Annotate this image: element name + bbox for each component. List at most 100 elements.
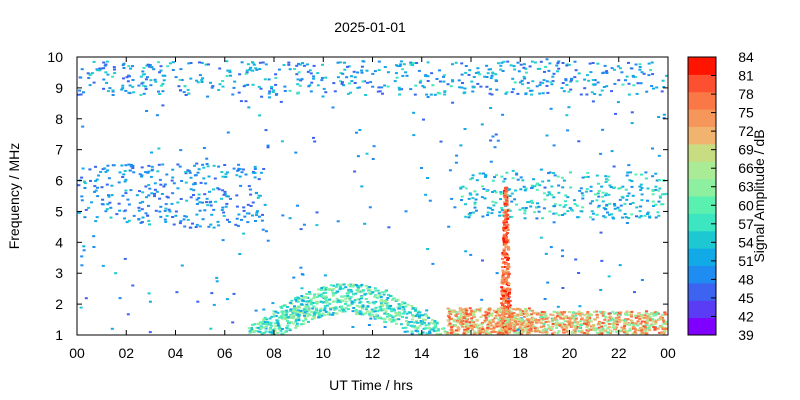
heatmap-cell — [101, 264, 105, 267]
heatmap-cell — [320, 289, 324, 291]
heatmap-cell — [336, 220, 340, 223]
heatmap-cell — [599, 152, 603, 155]
heatmap-cell — [285, 316, 289, 319]
heatmap-cell — [288, 322, 291, 325]
heatmap-cell — [495, 322, 499, 325]
heatmap-cell — [222, 193, 226, 196]
heatmap-cell — [489, 321, 493, 324]
heatmap-cell — [381, 317, 385, 320]
heatmap-cell — [89, 179, 92, 182]
heatmap-cell — [552, 72, 556, 75]
heatmap-cell — [299, 266, 303, 269]
colorbar-tick-label: 72 — [738, 123, 754, 139]
heatmap-cell — [305, 312, 309, 315]
heatmap-cell — [312, 77, 316, 80]
heatmap-cell — [491, 179, 495, 182]
heatmap-cell — [356, 290, 360, 293]
heatmap-cell — [520, 331, 524, 334]
x-tick-label: 04 — [168, 345, 184, 361]
heatmap-cell — [346, 294, 350, 297]
heatmap-cell — [106, 164, 110, 167]
heatmap-cell — [555, 64, 559, 67]
heatmap-cell — [609, 319, 613, 322]
heatmap-cell — [587, 328, 591, 331]
heatmap-cell — [584, 176, 588, 178]
heatmap-cell — [404, 210, 408, 213]
heatmap-cell — [147, 170, 151, 173]
heatmap-cell — [634, 316, 638, 319]
heatmap-cell — [147, 204, 150, 207]
heatmap-cell — [515, 331, 519, 334]
heatmap-cell — [593, 83, 596, 86]
heatmap-cell — [556, 331, 560, 334]
heatmap-cell — [217, 165, 221, 168]
heatmap-cell — [432, 322, 435, 325]
heatmap-cell — [581, 176, 585, 179]
heatmap-cell — [244, 173, 248, 176]
heatmap-cell — [251, 214, 254, 217]
heatmap-cell — [293, 305, 296, 308]
heatmap-cell — [568, 321, 572, 323]
heatmap-cell — [565, 326, 569, 329]
heatmap-cell — [501, 294, 505, 297]
heatmap-cell — [543, 198, 547, 201]
heatmap-cell — [324, 301, 328, 304]
heatmap-cell — [517, 318, 521, 321]
heatmap-cell — [460, 62, 464, 65]
heatmap-cell — [473, 206, 477, 209]
heatmap-cell — [505, 273, 509, 276]
heatmap-cell — [532, 317, 536, 320]
heatmap-cell — [523, 325, 527, 327]
heatmap-cell — [418, 314, 422, 317]
heatmap-cell — [379, 300, 383, 303]
heatmap-cell — [562, 179, 566, 182]
heatmap-cell — [501, 277, 505, 280]
heatmap-cell — [455, 311, 459, 314]
heatmap-cell — [224, 205, 228, 208]
heatmap-cell — [464, 187, 468, 190]
heatmap-cell — [364, 307, 368, 309]
heatmap-cell — [646, 320, 650, 323]
heatmap-cell — [450, 323, 453, 326]
heatmap-cell — [653, 323, 657, 326]
heatmap-cell — [467, 197, 471, 200]
heatmap-cell — [98, 69, 102, 72]
heatmap-cell — [279, 316, 283, 319]
heatmap-cell — [331, 294, 335, 297]
heatmap-cell — [636, 82, 640, 85]
heatmap-cell — [196, 81, 200, 84]
heatmap-cell — [276, 331, 280, 334]
heatmap-cell — [293, 68, 296, 70]
heatmap-cell — [206, 204, 210, 207]
heatmap-cell — [101, 203, 105, 206]
heatmap-cell — [253, 168, 257, 170]
heatmap-cell — [294, 320, 298, 323]
heatmap-cell — [217, 188, 221, 191]
heatmap-cell — [291, 322, 295, 325]
heatmap-cell — [503, 266, 507, 268]
heatmap-cell — [265, 318, 269, 321]
heatmap-cell — [259, 171, 263, 174]
heatmap-cell — [170, 202, 174, 205]
heatmap-cell — [665, 323, 668, 326]
heatmap-cell — [399, 323, 403, 326]
heatmap-cell — [518, 326, 522, 329]
heatmap-cell — [560, 176, 564, 179]
heatmap-cell — [82, 91, 85, 94]
heatmap-cell — [608, 213, 611, 216]
heatmap-cell — [296, 298, 300, 301]
heatmap-cell — [253, 176, 257, 179]
heatmap-cell — [530, 60, 534, 63]
heatmap-cell — [510, 328, 514, 331]
heatmap-cell — [386, 313, 390, 315]
heatmap-cell — [340, 307, 344, 309]
heatmap-cell — [297, 62, 300, 65]
heatmap-cell — [474, 72, 478, 74]
heatmap-cell — [229, 197, 232, 200]
heatmap-cell — [269, 326, 273, 329]
heatmap-cell — [555, 322, 559, 324]
heatmap-cell — [505, 306, 509, 309]
heatmap-cell — [599, 231, 603, 234]
heatmap-cell — [148, 187, 152, 190]
heatmap-cell — [501, 257, 504, 260]
